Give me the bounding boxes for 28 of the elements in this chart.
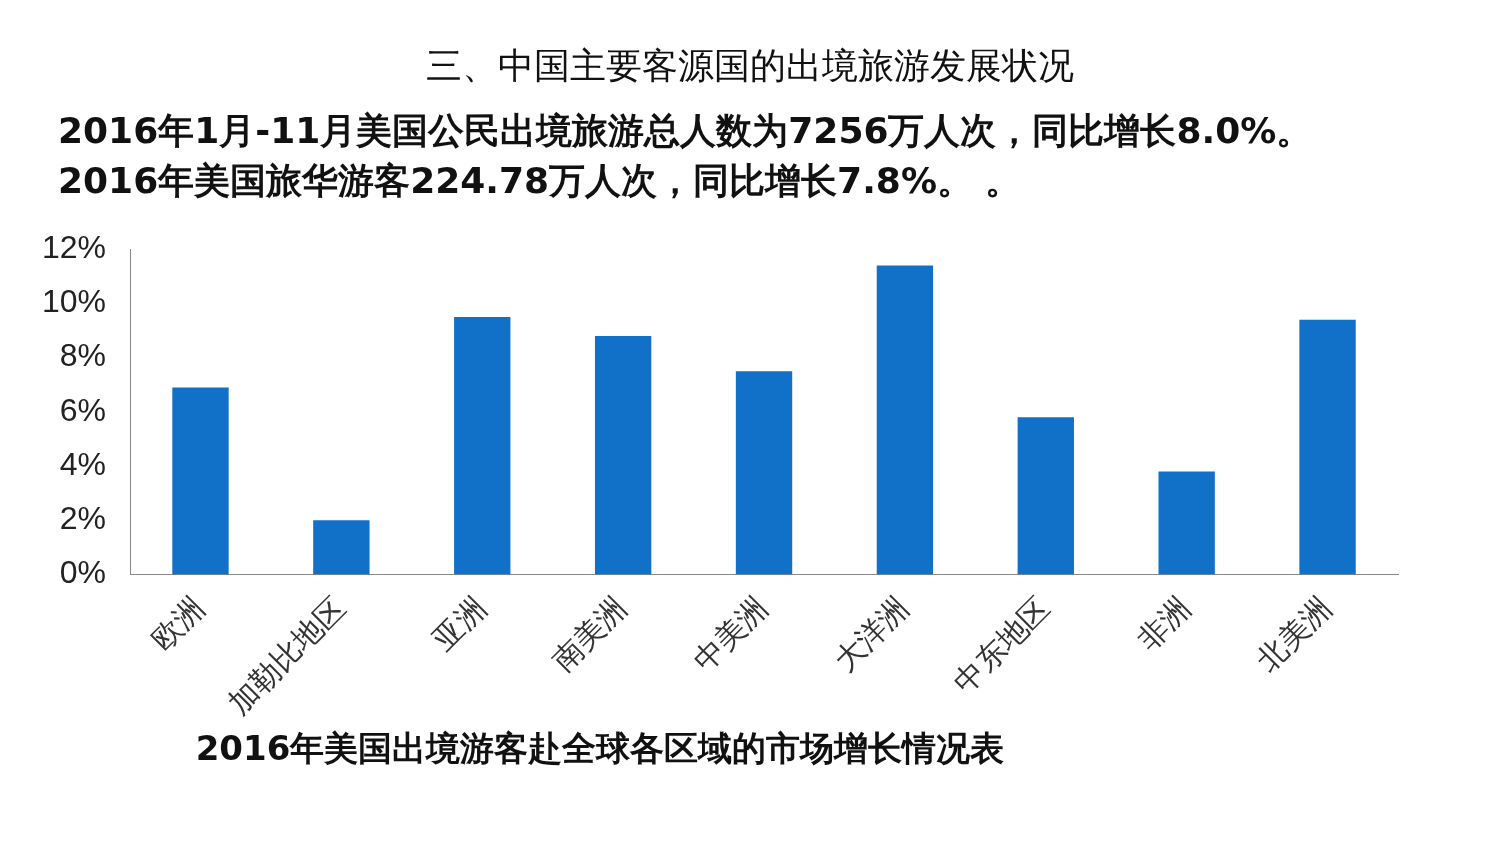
y-tick-label: 10% (42, 283, 107, 320)
y-tick-label: 0% (59, 554, 107, 591)
x-tick-label: 中东地区 (946, 589, 1057, 700)
bar (735, 371, 793, 575)
y-tick-label: 12% (42, 229, 107, 266)
x-tick-label: 欧洲 (143, 589, 211, 658)
y-tick-label: 4% (59, 445, 107, 482)
y-tick-label: 6% (59, 391, 107, 428)
x-tick-label: 中美洲 (686, 589, 775, 679)
x-tick-label: 亚洲 (425, 589, 493, 658)
x-tick-label: 加勒比地区 (221, 589, 352, 721)
x-tick-label: 非洲 (1129, 589, 1198, 658)
chart-title: 三、中国主要客源国的出境旅游发展状况 (425, 44, 1075, 88)
x-tick-label: 南美洲 (545, 589, 634, 679)
bar (594, 335, 652, 575)
bar (876, 265, 934, 575)
x-tick-label: 北美洲 (1249, 589, 1339, 679)
x-tick-label: 大洋洲 (826, 589, 916, 679)
bar (1017, 417, 1074, 575)
y-tick-label: 2% (59, 500, 107, 537)
bar (1158, 471, 1215, 575)
bar (454, 316, 511, 575)
chart-subtitle: 2016年1月-11月美国公民出境旅游总人数为7256万人次，同比增长8.0%。 2016年美国旅华游客224.78万人次，同比增长7.8%。 。 (57, 109, 1314, 203)
text: 2016年美国出境游客赴全球各区域的市场增长情况表 (194, 727, 1006, 770)
y-tick-label: 8% (59, 337, 107, 374)
bar (1299, 319, 1356, 575)
bar (313, 520, 370, 575)
bar (172, 387, 229, 575)
